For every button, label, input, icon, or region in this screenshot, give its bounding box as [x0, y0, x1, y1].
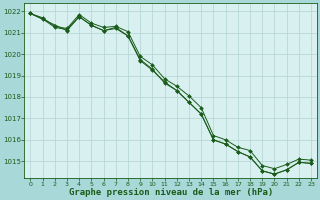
- X-axis label: Graphe pression niveau de la mer (hPa): Graphe pression niveau de la mer (hPa): [68, 188, 273, 197]
